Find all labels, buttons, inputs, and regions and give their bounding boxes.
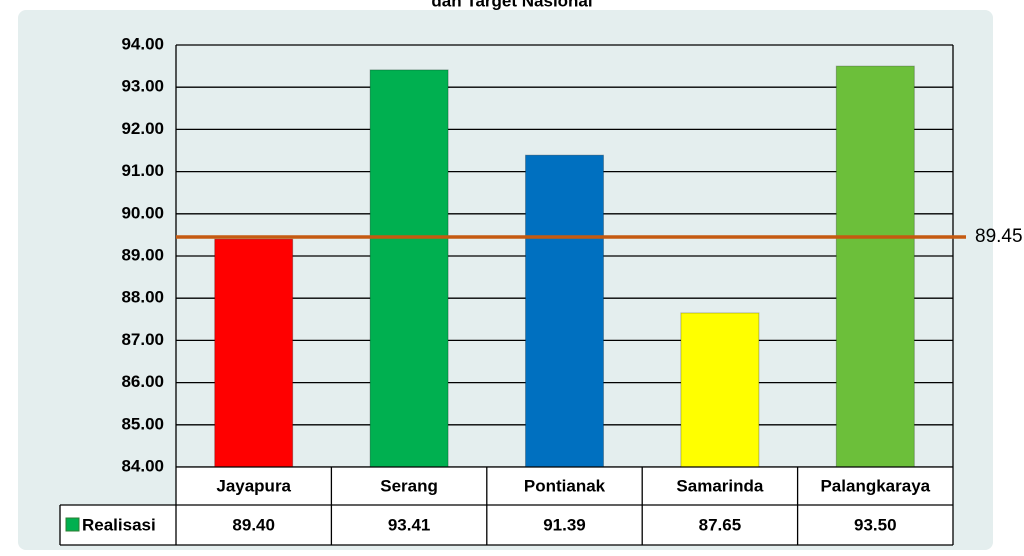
bar bbox=[370, 70, 448, 467]
y-tick-label: 87.00 bbox=[121, 330, 164, 349]
bar bbox=[836, 66, 914, 467]
bar bbox=[215, 239, 293, 467]
bar bbox=[681, 313, 759, 467]
y-tick-label: 93.00 bbox=[121, 77, 164, 96]
legend-swatch bbox=[66, 518, 79, 531]
y-tick-label: 84.00 bbox=[121, 456, 164, 475]
table-value: 91.39 bbox=[543, 515, 586, 534]
chart: dan Target Nasional 84.00 85.00 86.00 87.00… bbox=[0, 0, 1024, 556]
table-value: 89.40 bbox=[232, 515, 275, 534]
table-value: 87.65 bbox=[699, 515, 742, 534]
y-tick-label: 92.00 bbox=[121, 119, 164, 138]
target-label: 89.45 bbox=[975, 226, 1023, 247]
y-tick-label: 89.00 bbox=[121, 245, 164, 264]
table-value: 93.50 bbox=[854, 515, 897, 534]
chart-title: dan Target Nasional bbox=[431, 0, 592, 10]
y-tick-label: 91.00 bbox=[121, 161, 164, 180]
x-tick-label: Palangkaraya bbox=[820, 476, 930, 495]
x-tick-label: Pontianak bbox=[524, 476, 606, 495]
y-tick-label: 94.00 bbox=[121, 34, 164, 53]
bar bbox=[526, 155, 604, 467]
y-tick-label: 85.00 bbox=[121, 414, 164, 433]
table-value: 93.41 bbox=[388, 515, 431, 534]
y-tick-label: 86.00 bbox=[121, 372, 164, 391]
x-tick-label: Jayapura bbox=[216, 476, 291, 495]
y-tick-label: 88.00 bbox=[121, 288, 164, 307]
legend-label: Realisasi bbox=[82, 515, 156, 534]
x-tick-label: Samarinda bbox=[676, 476, 763, 495]
y-tick-label: 90.00 bbox=[121, 203, 164, 222]
x-tick-label: Serang bbox=[380, 476, 438, 495]
